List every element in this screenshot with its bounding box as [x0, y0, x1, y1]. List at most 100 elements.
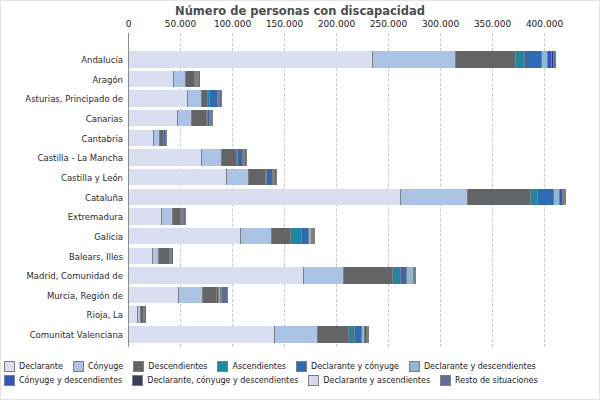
bar-segment	[159, 248, 170, 265]
category-label: Andalucía	[0, 55, 123, 65]
bar-row	[129, 267, 416, 284]
bar-segment	[129, 228, 241, 245]
bar-segment	[129, 189, 401, 206]
x-axis-tick-label: 300.000	[422, 19, 459, 29]
x-axis-tick-label: 350.000	[474, 19, 511, 29]
bar-segment	[186, 71, 195, 88]
legend-label: Cónyuge y descendientes	[19, 376, 122, 385]
bar-segment	[192, 110, 207, 127]
bar-segment	[565, 189, 567, 206]
legend-label: Declarante y descendientes	[424, 362, 536, 371]
legend-item: Descendientes	[133, 361, 207, 372]
bar-segment	[129, 248, 153, 265]
bar-segment	[275, 169, 277, 186]
bar-segment	[304, 267, 344, 284]
category-label: Castilla y León	[0, 173, 123, 183]
bar-segment	[249, 169, 265, 186]
legend-item: Resto de situaciones	[440, 375, 538, 386]
bar-segment	[272, 228, 291, 245]
category-label: Extremadura	[0, 212, 123, 222]
x-axis-tick-label: 0	[126, 19, 132, 29]
bar-row	[129, 208, 187, 225]
bar-segment	[172, 248, 173, 265]
legend-label: Declarante, cónyuge y descendientes	[147, 376, 298, 385]
bar-row	[129, 189, 567, 206]
category-label: Cataluña	[0, 193, 123, 203]
legend-item: Cónyuge	[73, 361, 123, 372]
bar-segment	[129, 267, 304, 284]
legend-item: Ascendientes	[217, 361, 286, 372]
bar-segment	[554, 51, 556, 68]
bar-row	[129, 248, 173, 265]
bar-segment	[178, 110, 191, 127]
category-label: Balears, Illes	[0, 252, 123, 262]
category-label: Canarias	[0, 114, 123, 124]
legend-item: Declarante y ascendientes	[308, 375, 430, 386]
legend-swatch	[308, 375, 319, 386]
legend-item: Declarante y descendientes	[409, 361, 536, 372]
bar-row	[129, 169, 278, 186]
bar-segment	[184, 208, 186, 225]
bar-row	[129, 130, 167, 147]
bar-row	[129, 90, 222, 107]
bar-segment	[222, 149, 237, 166]
legend-label: Declarante	[19, 362, 63, 371]
bar-segment	[538, 189, 554, 206]
bar-segment	[203, 287, 216, 304]
x-axis-tick-label: 400.000	[526, 19, 563, 29]
bar-row	[129, 228, 315, 245]
legend-swatch	[133, 361, 144, 372]
legend-label: Declarante y ascendientes	[323, 376, 430, 385]
x-axis-tick-label: 200.000	[318, 19, 355, 29]
bar-segment	[245, 149, 247, 166]
category-label: Aragón	[0, 75, 123, 85]
bar-segment	[162, 208, 173, 225]
legend-swatch	[4, 375, 15, 386]
legend-swatch	[217, 361, 228, 372]
bar-segment	[129, 326, 276, 343]
legend-label: Descendientes	[148, 362, 207, 371]
bar-segment	[291, 228, 302, 245]
bar-segment	[525, 51, 542, 68]
bar-segment	[129, 169, 228, 186]
category-label: Comunitat Valenciana	[0, 330, 123, 340]
bar-segment	[302, 228, 309, 245]
legend-row: Cónyuge y descendientes Declarante, cónyu…	[4, 375, 596, 386]
bar-segment	[199, 71, 200, 88]
category-label: Castilla - La Mancha	[0, 153, 123, 163]
bar-segment	[222, 287, 228, 304]
bar-segment	[129, 110, 179, 127]
bar-segment	[314, 228, 315, 245]
legend-swatch	[296, 361, 307, 372]
legend-swatch	[440, 375, 451, 386]
bar-segment	[393, 267, 401, 284]
category-label: Cantabria	[0, 134, 123, 144]
bar-segment	[173, 208, 181, 225]
bar-segment	[188, 90, 202, 107]
bar-segment	[129, 71, 175, 88]
bar-segment	[129, 149, 203, 166]
bar-segment	[355, 326, 362, 343]
bar-segment	[531, 189, 538, 206]
chart-page: { "chart_data": { "type": "bar", "orient…	[0, 0, 600, 400]
x-axis-tick-label: 250.000	[370, 19, 407, 29]
bar-row	[129, 149, 247, 166]
category-label: Madrid, Comunidad de	[0, 271, 123, 281]
bar-segment	[456, 51, 516, 68]
bar-segment	[129, 306, 139, 323]
legend-row: Declarante Cónyuge Descendientes Ascendient…	[4, 361, 596, 372]
bar-segment	[318, 326, 350, 343]
bar-segment	[129, 51, 373, 68]
bar-segment	[407, 267, 415, 284]
bar-segment	[174, 71, 186, 88]
bar-row	[129, 71, 200, 88]
x-axis-tick-label: 150.000	[266, 19, 303, 29]
bar-segment	[401, 189, 468, 206]
legend-swatch	[73, 361, 84, 372]
bar-segment	[227, 169, 249, 186]
x-axis-tick-label: 100.000	[214, 19, 251, 29]
legend-item: Declarante	[4, 361, 63, 372]
bar-segment	[344, 267, 393, 284]
bar-segment	[275, 326, 318, 343]
bar-segment	[210, 90, 217, 107]
